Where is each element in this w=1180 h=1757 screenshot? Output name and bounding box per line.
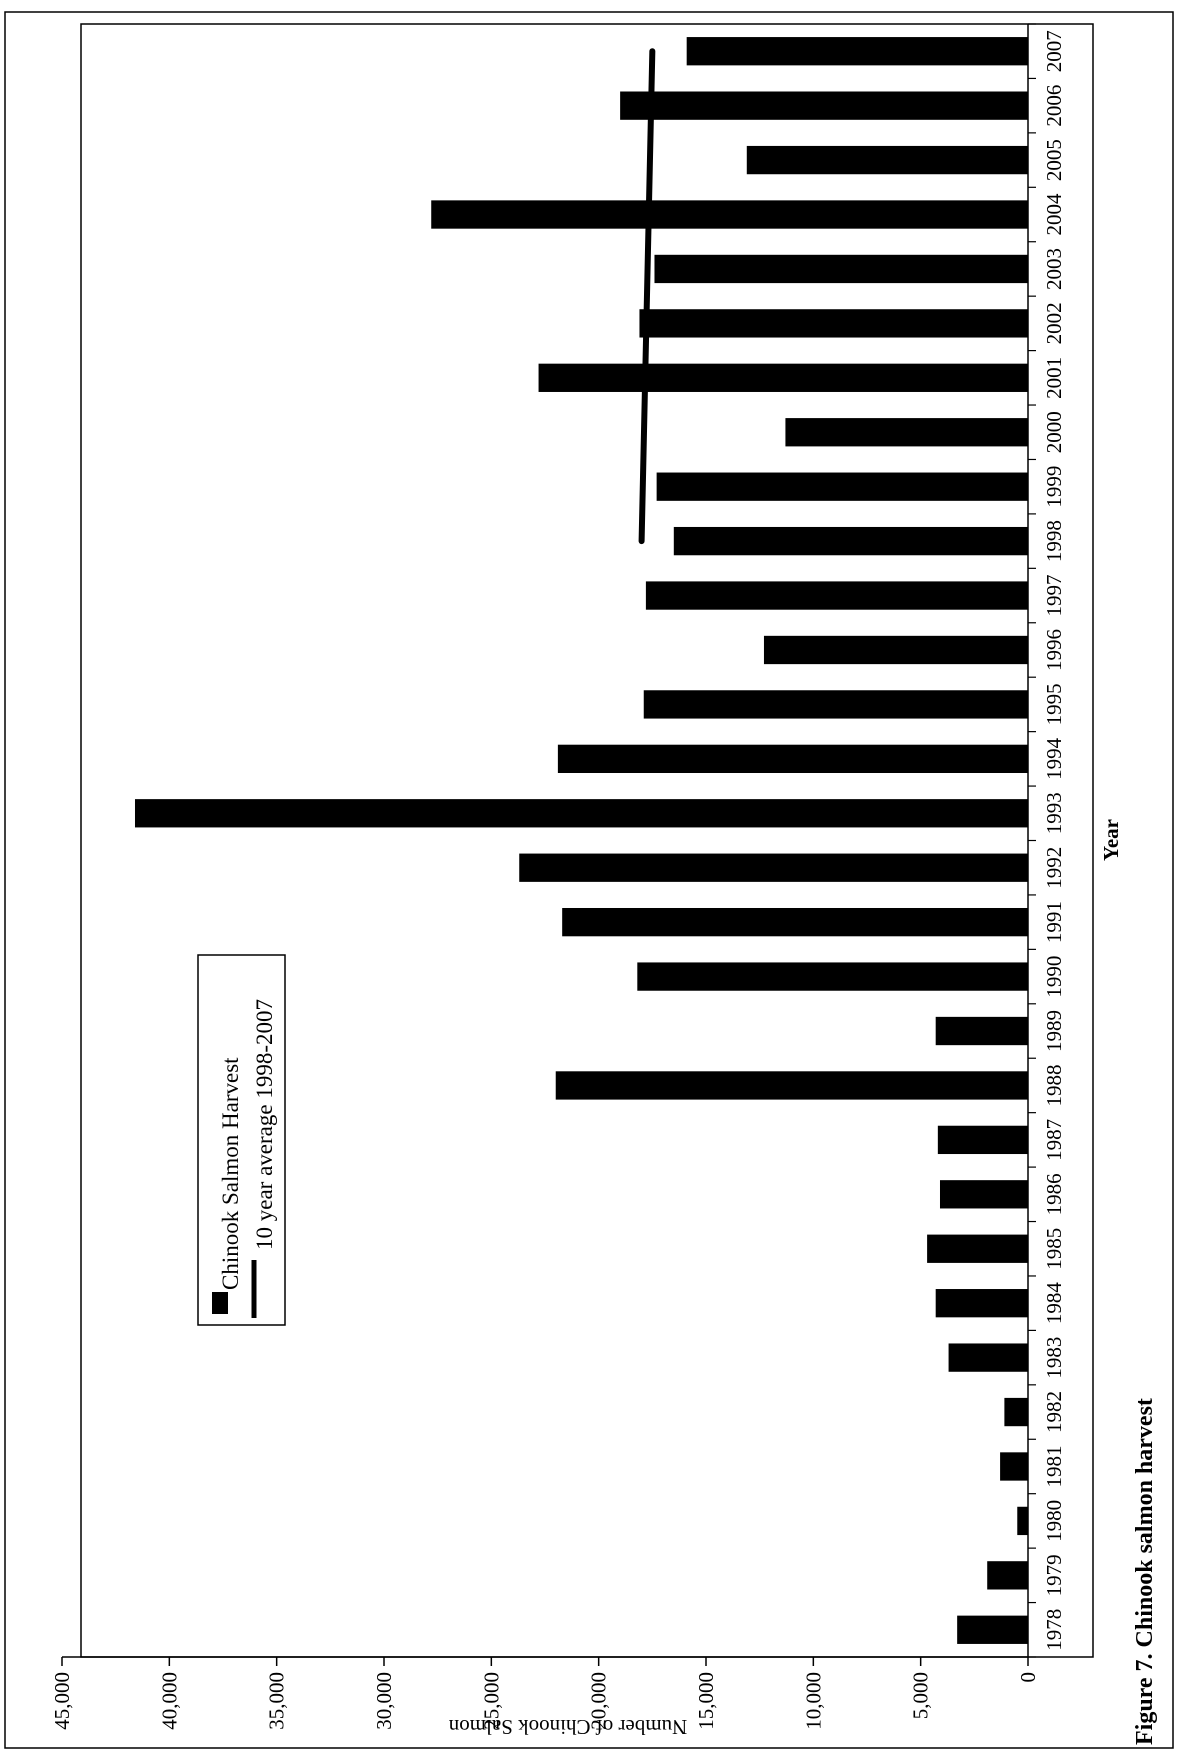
- legend: Chinook Salmon Harvest 10 year average 1…: [197, 954, 286, 1326]
- bar-2006: [620, 91, 1028, 120]
- category-tick-label: 2003: [1042, 248, 1066, 290]
- bars-group: [134, 37, 1028, 1644]
- bar-1980: [1017, 1506, 1028, 1536]
- category-tick-label: 1992: [1042, 847, 1066, 889]
- category-tick-label: 1990: [1042, 956, 1066, 998]
- bar-1978: [957, 1615, 1028, 1644]
- legend-bar-swatch: [212, 1292, 228, 1314]
- bar-1981: [1000, 1452, 1028, 1481]
- legend-box: [197, 954, 286, 1326]
- bar-2003: [654, 254, 1028, 284]
- value-tick-label: 30,000: [372, 1672, 396, 1730]
- bar-2002: [639, 309, 1028, 338]
- value-axis-title: Number of Chinook Salmon: [448, 1715, 687, 1739]
- bar-1985: [927, 1234, 1028, 1263]
- outer-frame: [4, 11, 1174, 1749]
- bar-1998: [673, 526, 1028, 556]
- category-tick-label: 1984: [1042, 1282, 1066, 1325]
- bar-1993: [134, 799, 1028, 828]
- category-tick-label: 1985: [1042, 1228, 1066, 1270]
- category-tick-label: 1983: [1042, 1337, 1066, 1379]
- category-tick-label: 1997: [1042, 575, 1066, 617]
- bar-2004: [431, 200, 1028, 229]
- category-tick-label: 2006: [1042, 85, 1066, 127]
- value-tick-label: 0: [1016, 1672, 1040, 1683]
- category-tick-label: 2002: [1042, 302, 1066, 344]
- bar-1995: [643, 690, 1028, 719]
- category-ticks-group: 1978 1979 1980 1981 1982 1983 1984 1985 1986 1987…: [1028, 23, 1066, 1658]
- category-tick-label: 1993: [1042, 792, 1066, 834]
- bar-2001: [538, 363, 1028, 392]
- value-tick-label: 45,000: [50, 1672, 74, 1730]
- category-tick-label: 1986: [1042, 1173, 1066, 1215]
- bar-1992: [519, 853, 1028, 882]
- category-tick-label: 1991: [1042, 901, 1066, 943]
- bar-1994: [557, 744, 1028, 774]
- bar-1979: [987, 1561, 1028, 1590]
- value-ticks-group: 0 5,000 10,000 15,000 20,000 25,000 30,000 35,0…: [50, 1657, 1040, 1730]
- value-tick-label: 35,000: [265, 1672, 289, 1730]
- category-tick-label: 1989: [1042, 1010, 1066, 1052]
- category-tick-label: 1982: [1042, 1391, 1066, 1433]
- category-tick-label: 1996: [1042, 629, 1066, 671]
- bar-1988: [555, 1071, 1028, 1100]
- bar-2000: [785, 418, 1028, 447]
- bar-1987: [937, 1125, 1028, 1155]
- category-tick-label: 1995: [1042, 683, 1066, 725]
- bar-1999: [656, 472, 1028, 501]
- bar-1983: [948, 1343, 1028, 1372]
- bar-1984: [935, 1289, 1028, 1318]
- value-tick-label: 40,000: [157, 1672, 181, 1730]
- bar-1986: [939, 1180, 1028, 1209]
- category-tick-label: 2005: [1042, 139, 1066, 181]
- category-tick-label: 2000: [1042, 411, 1066, 453]
- value-tick-label: 25,000: [479, 1672, 503, 1730]
- legend-label-average: 10 year average 1998-2007: [252, 999, 277, 1250]
- category-tick-label: 1981: [1042, 1445, 1066, 1487]
- category-tick-label: 1998: [1042, 520, 1066, 562]
- bar-1997: [645, 581, 1028, 610]
- category-axis-title: Year: [1099, 819, 1123, 861]
- category-tick-label: 2001: [1042, 357, 1066, 399]
- category-tick-label: 2004: [1042, 193, 1066, 236]
- bar-1989: [935, 1016, 1028, 1046]
- bar-2007: [686, 37, 1028, 66]
- figure-caption: Figure 7. Chinook salmon harvest: [1132, 1398, 1158, 1745]
- legend-label-harvest: Chinook Salmon Harvest: [218, 1057, 243, 1290]
- average-line-group: [638, 48, 656, 545]
- bar-1991: [562, 907, 1028, 937]
- category-tick-label: 2007: [1042, 30, 1066, 72]
- category-tick-label: 1979: [1042, 1554, 1066, 1596]
- value-tick-label: 20,000: [587, 1672, 611, 1730]
- category-tick-label: 1987: [1042, 1119, 1066, 1161]
- category-tick-label: 1994: [1042, 737, 1066, 780]
- bar-1996: [763, 635, 1028, 665]
- ten-year-average-line: [638, 48, 656, 545]
- value-tick-label: 5,000: [909, 1672, 933, 1719]
- value-tick-label: 15,000: [694, 1672, 718, 1730]
- bar-2005: [746, 145, 1028, 175]
- category-tick-label: 1980: [1042, 1500, 1066, 1542]
- category-tick-label: 1978: [1042, 1609, 1066, 1651]
- value-tick-label: 10,000: [801, 1672, 825, 1730]
- bar-1990: [637, 962, 1028, 991]
- bar-1982: [1004, 1397, 1028, 1427]
- category-tick-label: 1999: [1042, 466, 1066, 508]
- category-tick-label: 1988: [1042, 1064, 1066, 1106]
